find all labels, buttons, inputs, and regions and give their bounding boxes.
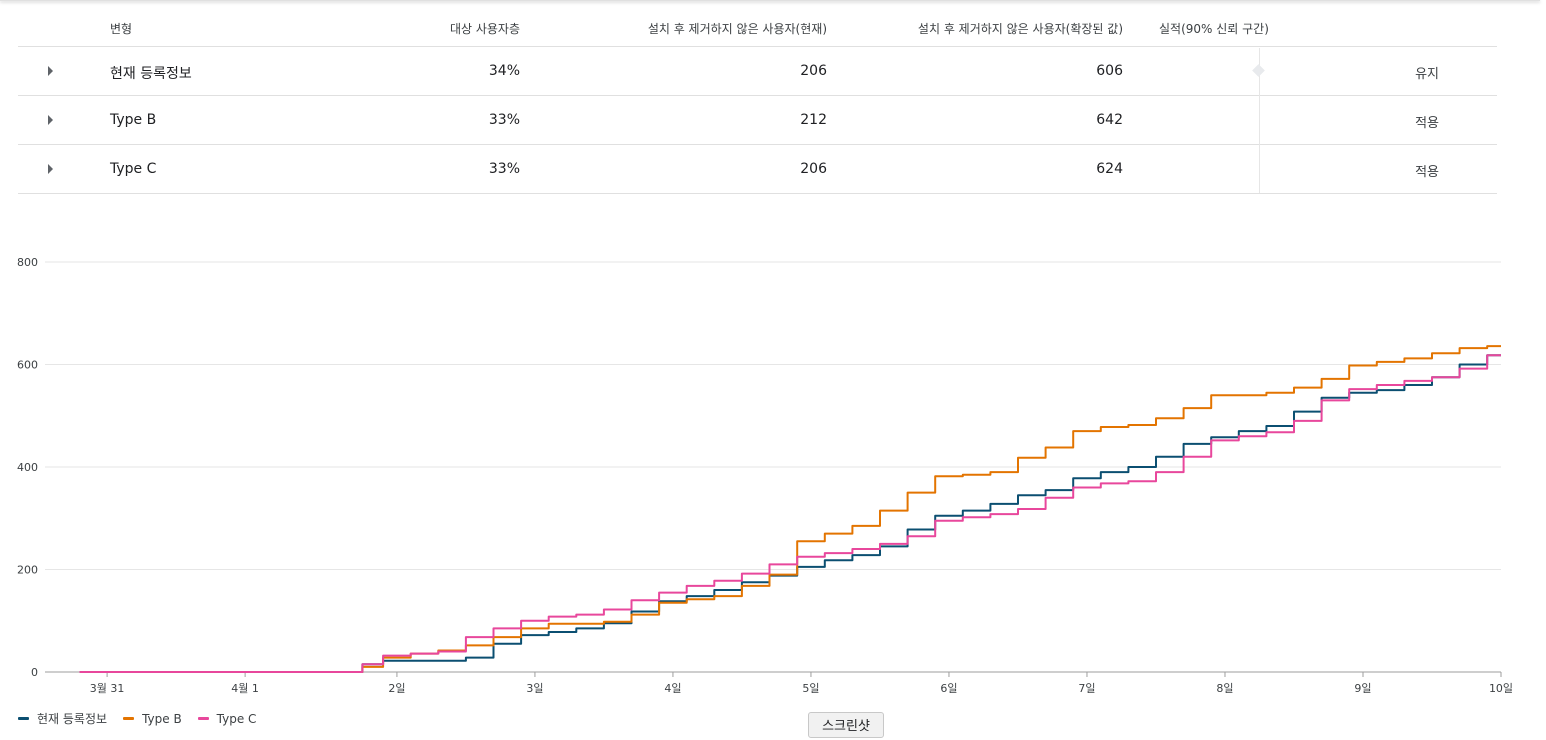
expand-icon[interactable] [48,164,53,174]
retained-current-value: 206 [800,161,827,177]
x-tick-label: 9일 [1354,681,1371,695]
x-tick-label: 4일 [664,681,681,695]
screenshot-button[interactable]: 스크린샷 [808,712,884,738]
legend-swatch-current [18,717,29,720]
table-header: 변형 대상 사용자층 설치 후 제거하지 않은 사용자(현재) 설치 후 제거하… [18,0,1497,47]
status-label: 적용 [1415,165,1439,180]
header-retained-current: 설치 후 제거하지 않은 사용자(현재) [647,22,827,36]
audience-value: 34% [488,63,520,79]
variant-name: 현재 등록정보 [110,66,192,82]
x-tick-label: 3월 31 [90,682,125,695]
header-audience: 대상 사용자층 [449,22,520,36]
expand-icon[interactable] [48,66,53,76]
variant-name: Type C [110,161,157,177]
status-label: 유지 [1415,67,1439,82]
confidence-interval-axis [1259,48,1260,193]
table-row[interactable]: Type C 33% 206 624 적용 [18,145,1497,194]
series-line-current [79,354,1501,673]
legend-item-type-c[interactable]: Type C [197,711,257,726]
legend-item-type-b[interactable]: Type B [123,712,182,726]
legend-swatch-type-c [197,717,209,720]
retained-current-value: 206 [800,63,827,79]
x-tick-label: 7일 [1078,681,1095,695]
y-tick-label: 0 [31,666,38,679]
x-tick-label: 10일 [1489,681,1513,695]
x-tick-label: 5일 [802,681,819,695]
x-tick-label: 6일 [940,681,957,695]
legend-label: Type C [216,711,257,726]
retained-scaled-value: 606 [1096,63,1123,79]
table-row[interactable]: 현재 등록정보 34% 206 606 유지 [18,47,1497,96]
y-tick-label: 400 [17,461,38,474]
audience-value: 33% [488,112,520,128]
expand-icon[interactable] [48,115,53,125]
x-tick-label: 2일 [388,681,405,695]
y-tick-label: 200 [17,564,38,577]
top-divider [0,0,1540,1]
y-tick-label: 800 [17,256,38,269]
retained-scaled-value: 642 [1096,112,1123,128]
retained-current-value: 212 [800,112,827,128]
x-tick-label: 8일 [1216,681,1233,695]
x-tick-label: 3일 [526,681,543,695]
retention-line-chart: 0 200 400 600 800 3월 31 4월 1 2일 3일 4일 5일 6일 7일 8일 9일 10… [17,256,1513,695]
series-line-type-b [79,345,1501,673]
legend-swatch-type-b [123,717,135,720]
audience-value: 33% [488,161,520,177]
legend-item-current[interactable]: 현재 등록정보 [18,710,107,727]
legend-label: 현재 등록정보 [37,712,108,726]
y-tick-label: 600 [17,359,38,372]
legend-label: Type B [142,711,182,726]
chart-legend: 현재 등록정보 Type B Type C [18,710,256,727]
retained-scaled-value: 624 [1096,161,1123,177]
header-retained-scaled: 설치 후 제거하지 않은 사용자(확장된 값) [917,22,1123,36]
header-variant: 변형 [110,22,133,36]
table-row[interactable]: Type B 33% 212 642 적용 [18,96,1497,145]
series-line-type-c [79,354,1501,673]
x-tick-label: 4월 1 [231,682,259,695]
status-label: 적용 [1415,116,1439,131]
header-performance: 실적(90% 신뢰 구간) [1159,22,1269,36]
variant-name: Type B [110,112,157,128]
